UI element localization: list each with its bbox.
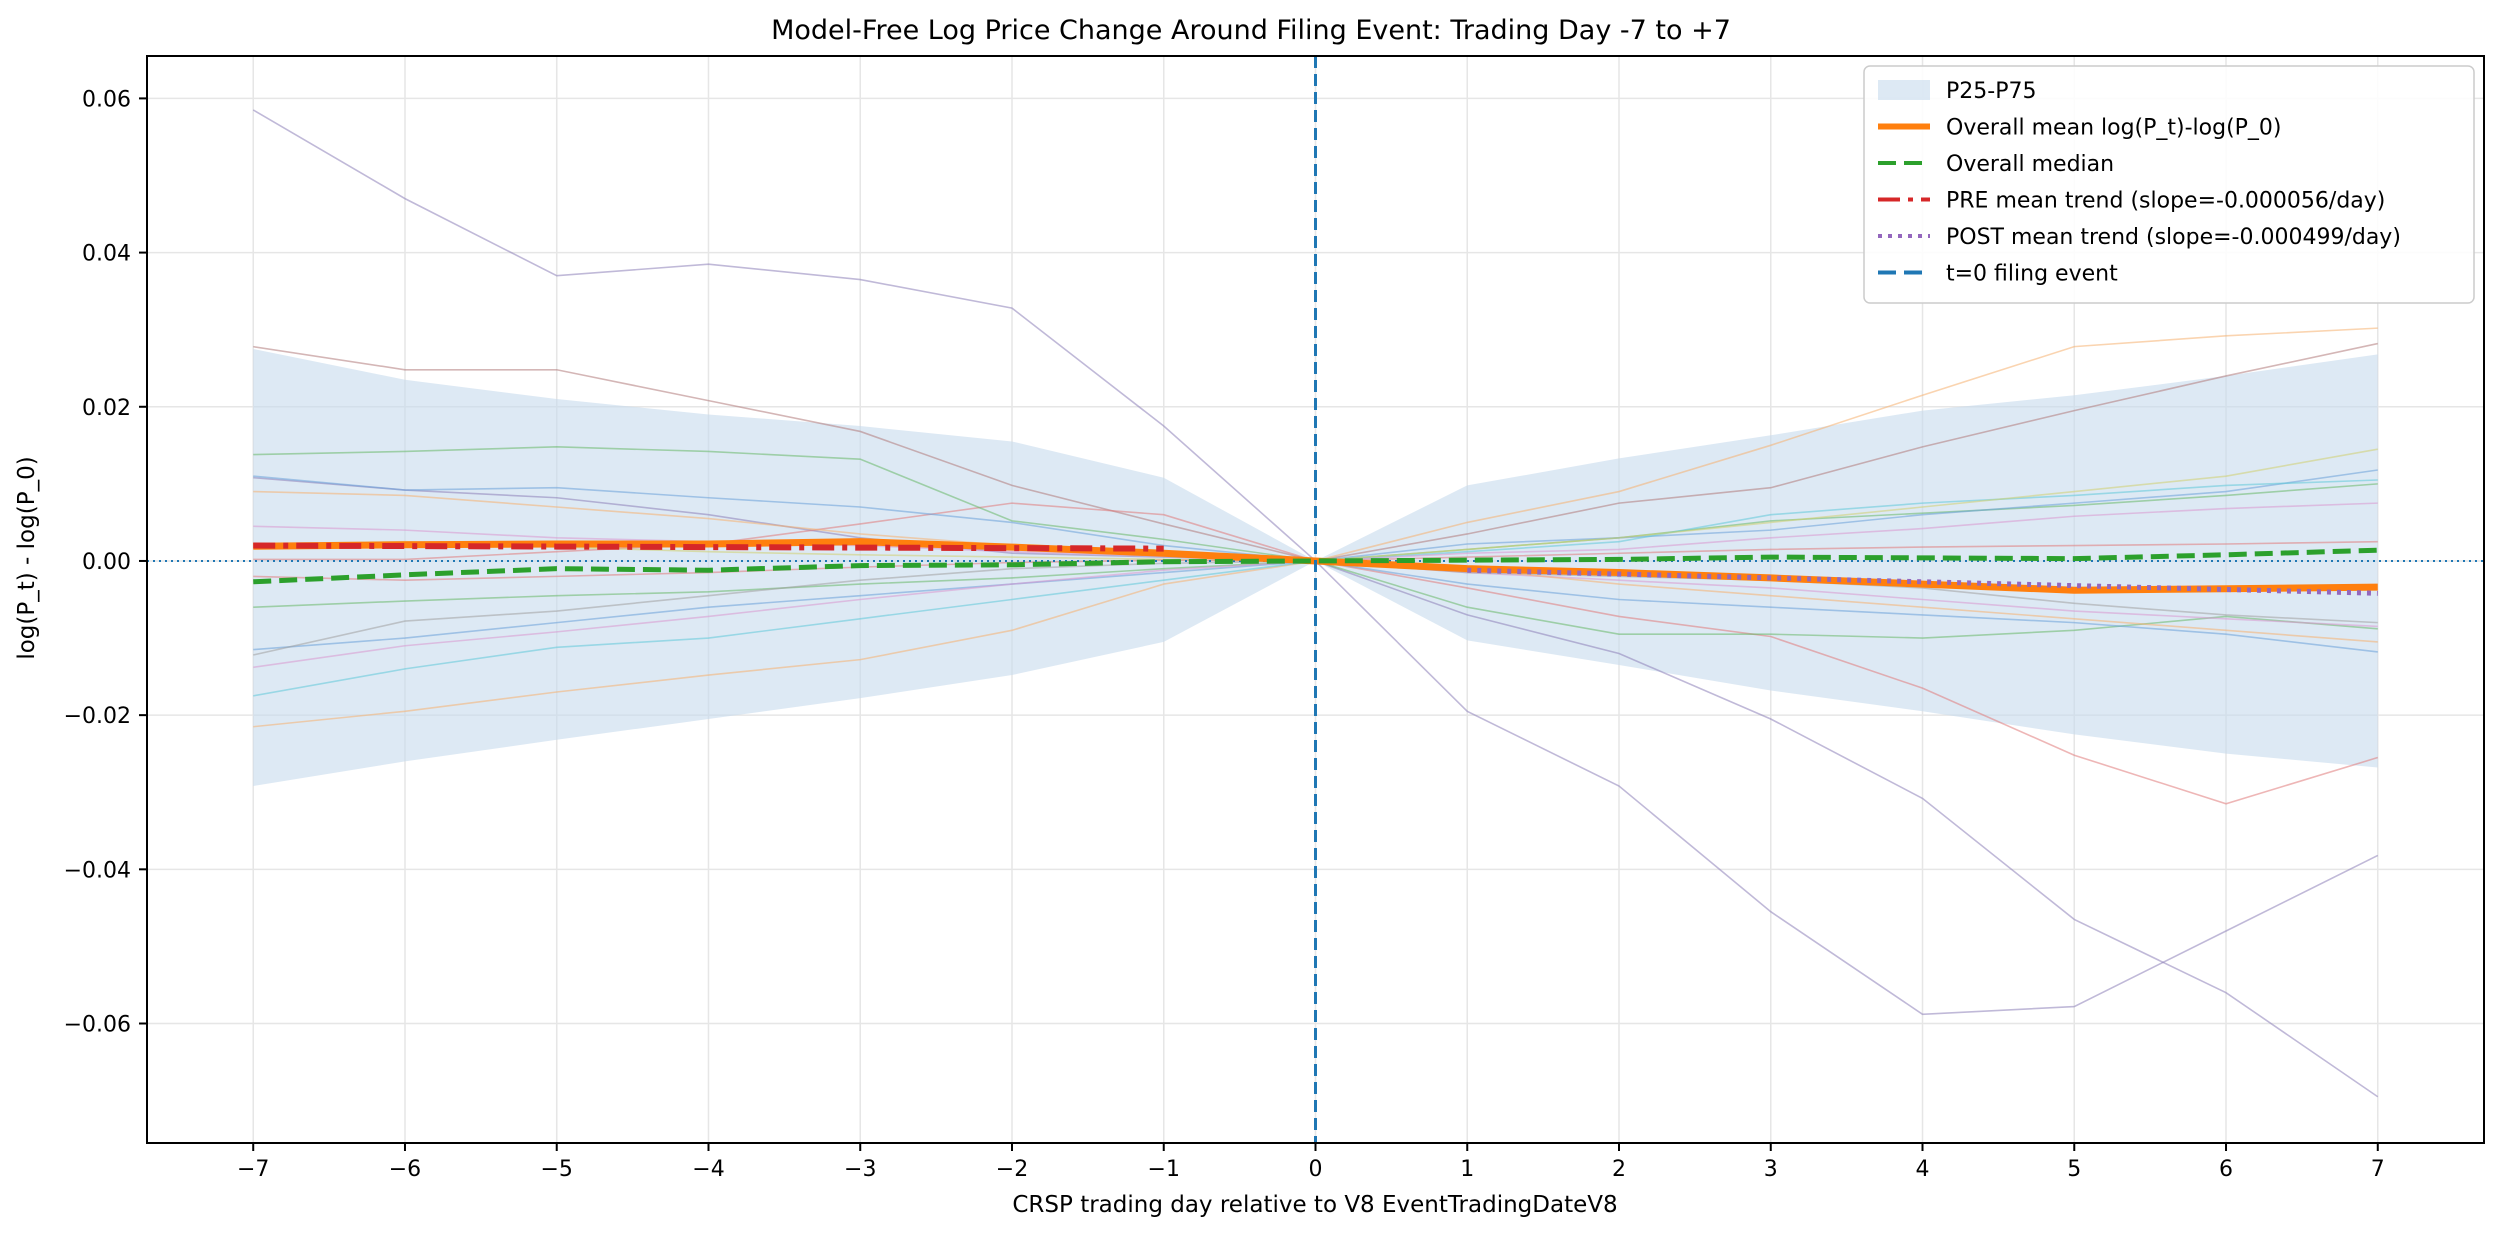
iqr-band [253, 348, 2378, 787]
y-axis-label: log(P_t) - log(P_0) [14, 456, 40, 659]
y-tick-label: 0.02 [82, 396, 131, 421]
x-tick-label: 6 [2219, 1157, 2233, 1182]
y-tick-label: −0.04 [64, 858, 131, 883]
x-tick-label: 1 [1460, 1157, 1474, 1182]
legend-box [1863, 65, 2475, 304]
x-tick-label: 3 [1764, 1157, 1778, 1182]
y-tick-label: 0.06 [82, 87, 131, 112]
legend-swatch-band [1878, 80, 1930, 100]
x-tick-label: −2 [996, 1157, 1028, 1182]
x-tick-label: −7 [237, 1157, 269, 1182]
x-tick-label: −4 [692, 1157, 724, 1182]
x-tick-label: −5 [541, 1157, 573, 1182]
y-tick-label: −0.02 [64, 704, 131, 729]
legend-label: Overall mean log(P_t)-log(P_0) [1946, 116, 2282, 141]
x-tick-label: −6 [389, 1157, 421, 1182]
x-tick-label: 7 [2371, 1157, 2385, 1182]
x-axis-label: CRSP trading day relative to V8 EventTra… [1012, 1192, 1617, 1218]
legend: P25-P75 Overall mean log(P_t)-log(P_0) Ove… [1863, 65, 2475, 304]
legend-label: POST mean trend (slope=-0.000499/day) [1946, 225, 2401, 250]
y-tick-label: −0.06 [64, 1013, 131, 1038]
y-tick-label: 0.00 [82, 550, 131, 575]
legend-label: P25-P75 [1946, 79, 2036, 104]
legend-label: PRE mean trend (slope=-0.000056/day) [1946, 189, 2385, 214]
x-tick-label: 2 [1612, 1157, 1626, 1182]
series-line-post-mean-trend-slope-0-000499-day [1467, 567, 2378, 596]
y-tick-label: 0.04 [82, 242, 131, 267]
x-tick-label: −3 [844, 1157, 876, 1182]
x-tick-label: 4 [1916, 1157, 1930, 1182]
series-line-overall-median [253, 547, 2378, 585]
legend-label: Overall median [1946, 152, 2114, 177]
x-tick-label: 0 [1309, 1157, 1323, 1182]
x-tick-label: 5 [2067, 1157, 2081, 1182]
chart-title: Model-Free Log Price Change Around Filin… [771, 15, 1731, 46]
x-tick-label: −1 [1148, 1157, 1180, 1182]
plot-area: −7 −6 −5 −4 −3 −2 −1 0 1 2 3 4 5 6 7 −0.06 −0.04 −0.02 0.0… [64, 55, 2485, 1182]
legend-label: t=0 filing event [1946, 262, 2118, 287]
